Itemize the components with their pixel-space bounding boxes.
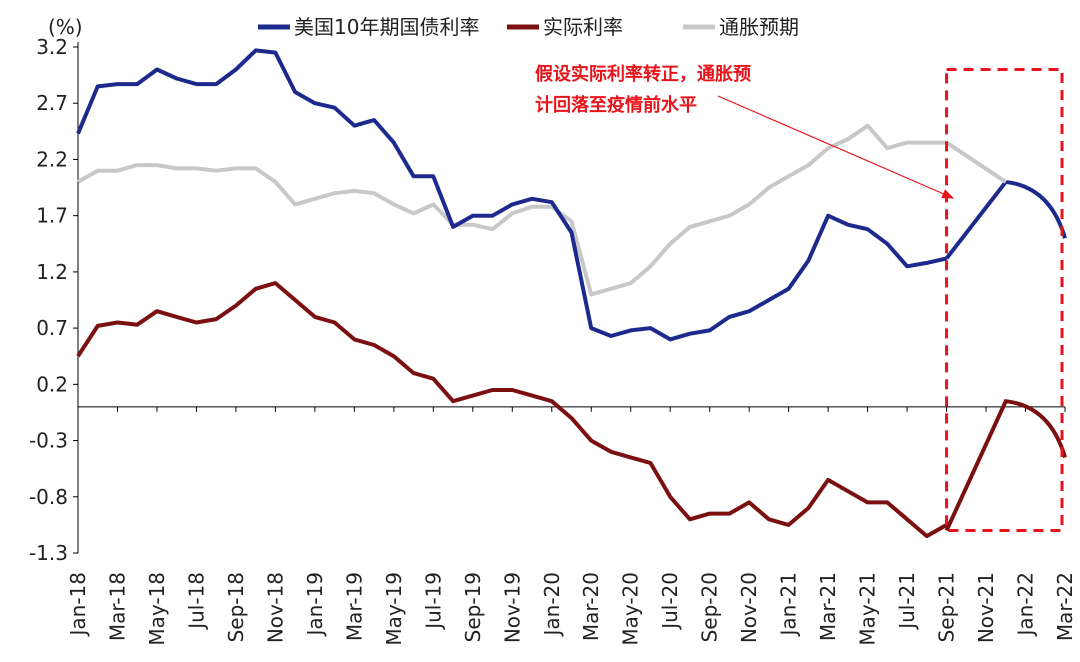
x-tick-label: Mar-21: [816, 572, 840, 641]
projection-line-0: [944, 179, 1067, 260]
series-layer: [76, 48, 948, 539]
x-tick-label: Nov-21: [974, 572, 998, 643]
y-tick-label: -0.3: [29, 429, 68, 453]
x-tick-label: Mar-22: [1053, 572, 1077, 641]
y-tick-label: 0.7: [36, 316, 68, 340]
annotation-text: 假设实际利率转正，通胀预: [535, 63, 751, 85]
x-tick-label: Mar-20: [579, 572, 603, 641]
x-tick-label: Sep-19: [461, 572, 485, 642]
x-tick-label: Nov-19: [500, 572, 524, 643]
legend-label: 美国10年期国债利率: [294, 15, 479, 39]
x-tick-label: Mar-18: [105, 572, 129, 641]
x-tick-label: May-21: [856, 572, 880, 646]
x-tick-label: Jul-20: [658, 572, 682, 631]
projection-layer: [944, 140, 1067, 532]
y-tick-label: -0.8: [29, 485, 68, 509]
x-tick-label: Sep-21: [935, 572, 959, 642]
x-tick-label: Sep-20: [698, 572, 722, 642]
highlight-box: [945, 67, 1064, 533]
annotation-text: 计回落至疫情前水平: [535, 94, 697, 116]
x-tick-label: Jan-20: [540, 572, 564, 638]
y-axis-label: (%): [48, 15, 83, 39]
x-tick-label: Jan-21: [777, 572, 801, 638]
legend-label: 通胀预期: [719, 15, 799, 39]
x-tick-label: May-19: [382, 572, 406, 646]
x-axis: Jan-18 Mar-18 May-18 Jul-18 Sep-18 Nov-18 Jan-…: [66, 406, 1077, 646]
x-tick-label: Mar-19: [342, 572, 366, 641]
x-tick-label: Nov-18: [263, 572, 287, 643]
y-axis: 3.2 2.7 2.2 1.7 1.2 0.7 0.2 -0.3 -0.8 -1.3: [29, 35, 79, 565]
series-line-1: [76, 281, 948, 539]
projection-line-1: [944, 399, 1067, 532]
x-tick-label: Jan-18: [66, 572, 90, 638]
x-tick-label: Sep-18: [224, 572, 248, 642]
x-tick-label: Jul-19: [421, 572, 445, 631]
legend: 美国10年期国债利率 实际利率 通胀预期: [258, 15, 799, 39]
annotation-arrow: [717, 95, 955, 199]
y-tick-label: -1.3: [29, 541, 68, 565]
series-line-0: [76, 48, 948, 342]
y-tick-label: 0.2: [36, 372, 68, 396]
x-tick-label: Jul-18: [184, 572, 208, 631]
y-tick-label: 2.7: [36, 91, 68, 115]
projection-line-2: [945, 140, 1007, 184]
x-tick-label: May-20: [619, 572, 643, 646]
y-tick-label: 2.2: [36, 147, 68, 171]
x-tick-label: May-18: [145, 572, 169, 646]
x-tick-label: Jul-21: [895, 572, 919, 631]
series-line-2: [77, 123, 947, 297]
y-tick-label: 3.2: [36, 35, 68, 59]
y-tick-label: 1.7: [36, 204, 68, 228]
x-tick-label: Jan-22: [1014, 572, 1038, 638]
y-tick-label: 1.2: [36, 260, 68, 284]
x-tick-label: Jan-19: [303, 572, 327, 638]
x-tick-label: Nov-20: [737, 572, 761, 643]
legend-label: 实际利率: [543, 15, 623, 39]
